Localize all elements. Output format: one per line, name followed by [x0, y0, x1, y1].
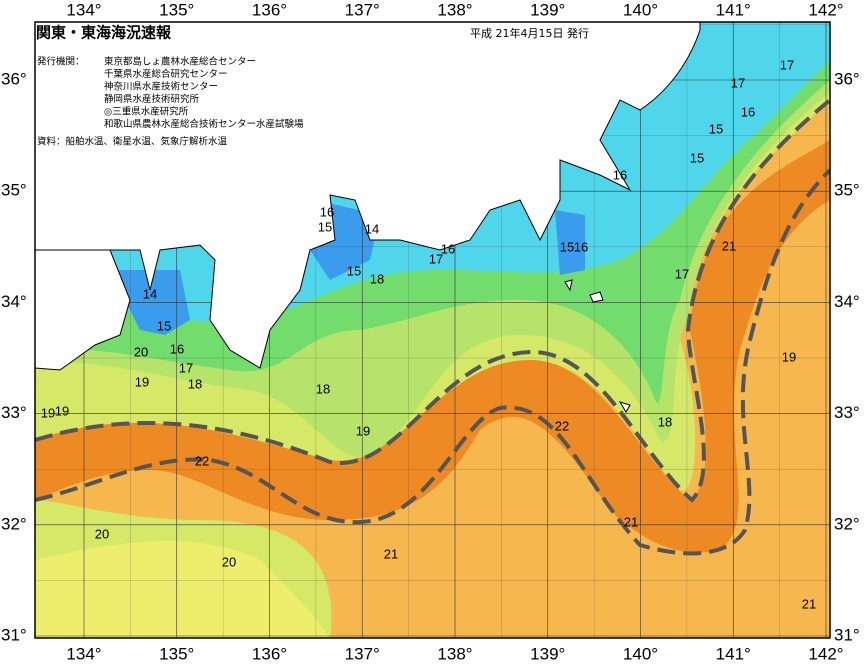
latitude-label-right: 32°: [834, 514, 860, 533]
kuroshio-band: [35, 140, 830, 553]
contour-label: 17: [429, 251, 443, 266]
longitude-label-bottom: 137°: [345, 644, 380, 663]
title: 関東・東海海況速報: [36, 24, 172, 42]
issuer: 神奈川県水産技術センター: [104, 81, 218, 93]
contour-label: 16: [441, 241, 455, 256]
contour-label: 18: [188, 376, 202, 391]
contour-label: 22: [555, 418, 569, 433]
longitude-label-bottom: 142°: [808, 644, 843, 663]
sources: 資料：船舶水温、衛星水温、気象庁解析水温: [37, 136, 228, 148]
contour-label: 18: [316, 381, 330, 396]
sea-yellow: [35, 541, 329, 638]
latitude-label-right: 33°: [834, 403, 860, 422]
issuers-list: 東京都島しょ農林水産総合センター千葉県水産総合研究センター神奈川県水産技術センタ…: [104, 56, 304, 131]
contour-label: 21: [624, 514, 638, 529]
longitude-label-top: 142°: [808, 0, 843, 19]
latitude-label-left: 31°: [1, 625, 27, 644]
contour-label: 19: [135, 374, 149, 389]
contour-label: 16: [574, 239, 588, 254]
longitude-label-bottom: 141°: [716, 644, 751, 663]
contour-label: 20: [134, 344, 148, 359]
contour-label: 17: [731, 75, 745, 90]
issuers-label: 発行機関：: [37, 56, 85, 68]
issuer: 和歌山県農林水産総合技術センター水産試験場: [104, 118, 304, 130]
latitude-label-right: 34°: [834, 292, 860, 311]
latitude-label-right: 36°: [834, 69, 860, 88]
map-area: [35, 22, 830, 638]
contour-label: 16: [320, 204, 334, 219]
latitude-label-left: 32°: [1, 514, 27, 533]
longitude-label-top: 141°: [716, 0, 751, 19]
contour-label: 21: [722, 238, 736, 253]
sea-blue-izu: [555, 210, 585, 275]
contour-label: 19: [55, 403, 69, 418]
longitude-label-bottom: 135°: [159, 644, 194, 663]
contour-label: 15: [690, 150, 704, 165]
contour-label: 19: [782, 349, 796, 364]
contour-label: 18: [370, 271, 384, 286]
contour-label: 16: [741, 104, 755, 119]
longitude-label-top: 140°: [623, 0, 658, 19]
latitude-label-left: 34°: [1, 292, 27, 311]
issuer: 静岡県水産技術研究所: [104, 93, 200, 105]
contour-label: 14: [365, 221, 379, 236]
contour-label: 17: [179, 360, 193, 375]
longitude-label-bottom: 138°: [437, 644, 472, 663]
contour-label: 17: [675, 266, 689, 281]
issuer: 千葉県水産総合研究センター: [104, 68, 228, 80]
longitude-label-top: 134°: [66, 0, 101, 19]
contour-label: 15: [318, 219, 332, 234]
contour-label: 16: [613, 167, 627, 182]
kuroshio-axis-south: [35, 168, 830, 556]
longitude-label-bottom: 139°: [530, 644, 565, 663]
land-honshu: [35, 22, 701, 369]
issue-date: 平成 21年4月15日 発行: [470, 26, 589, 40]
contour-label: 16: [170, 341, 184, 356]
contour-label: 15: [560, 239, 574, 254]
contour-label: 22: [195, 453, 209, 468]
longitude-label-bottom: 136°: [252, 644, 287, 663]
latitude-label-right: 35°: [834, 181, 860, 200]
longitude-label-bottom: 140°: [623, 644, 658, 663]
latitude-label-left: 35°: [1, 181, 27, 200]
contour-label: 19: [41, 405, 55, 420]
contour-label: 15: [157, 318, 171, 333]
contour-label: 20: [95, 526, 109, 541]
contour-label: 15: [709, 121, 723, 136]
issuer: 東京都島しょ農林水産総合センター: [104, 56, 256, 68]
longitude-label-top: 136°: [252, 0, 287, 19]
contour-label: 18: [658, 414, 672, 429]
map-frame: [34, 21, 831, 639]
contour-label: 20: [222, 554, 236, 569]
contour-label: 14: [143, 286, 157, 301]
latitude-label-right: 31°: [834, 625, 860, 644]
longitude-label-top: 139°: [530, 0, 565, 19]
contour-label: 17: [780, 57, 794, 72]
contour-label: 19: [356, 423, 370, 438]
issuer: ◎三重県水産研究所: [104, 106, 189, 118]
land-shikoku: [35, 249, 131, 371]
latitude-label-left: 33°: [1, 403, 27, 422]
longitude-label-bottom: 134°: [66, 644, 101, 663]
kuroshio-axis-north: [35, 98, 830, 503]
longitude-label-top: 135°: [159, 0, 194, 19]
longitude-label-top: 137°: [345, 0, 380, 19]
contour-label: 21: [802, 596, 816, 611]
contour-label: 21: [384, 546, 398, 561]
longitude-label-top: 138°: [437, 0, 472, 19]
islands: [564, 279, 631, 413]
contour-label: 15: [347, 263, 361, 278]
latitude-label-left: 36°: [1, 69, 27, 88]
